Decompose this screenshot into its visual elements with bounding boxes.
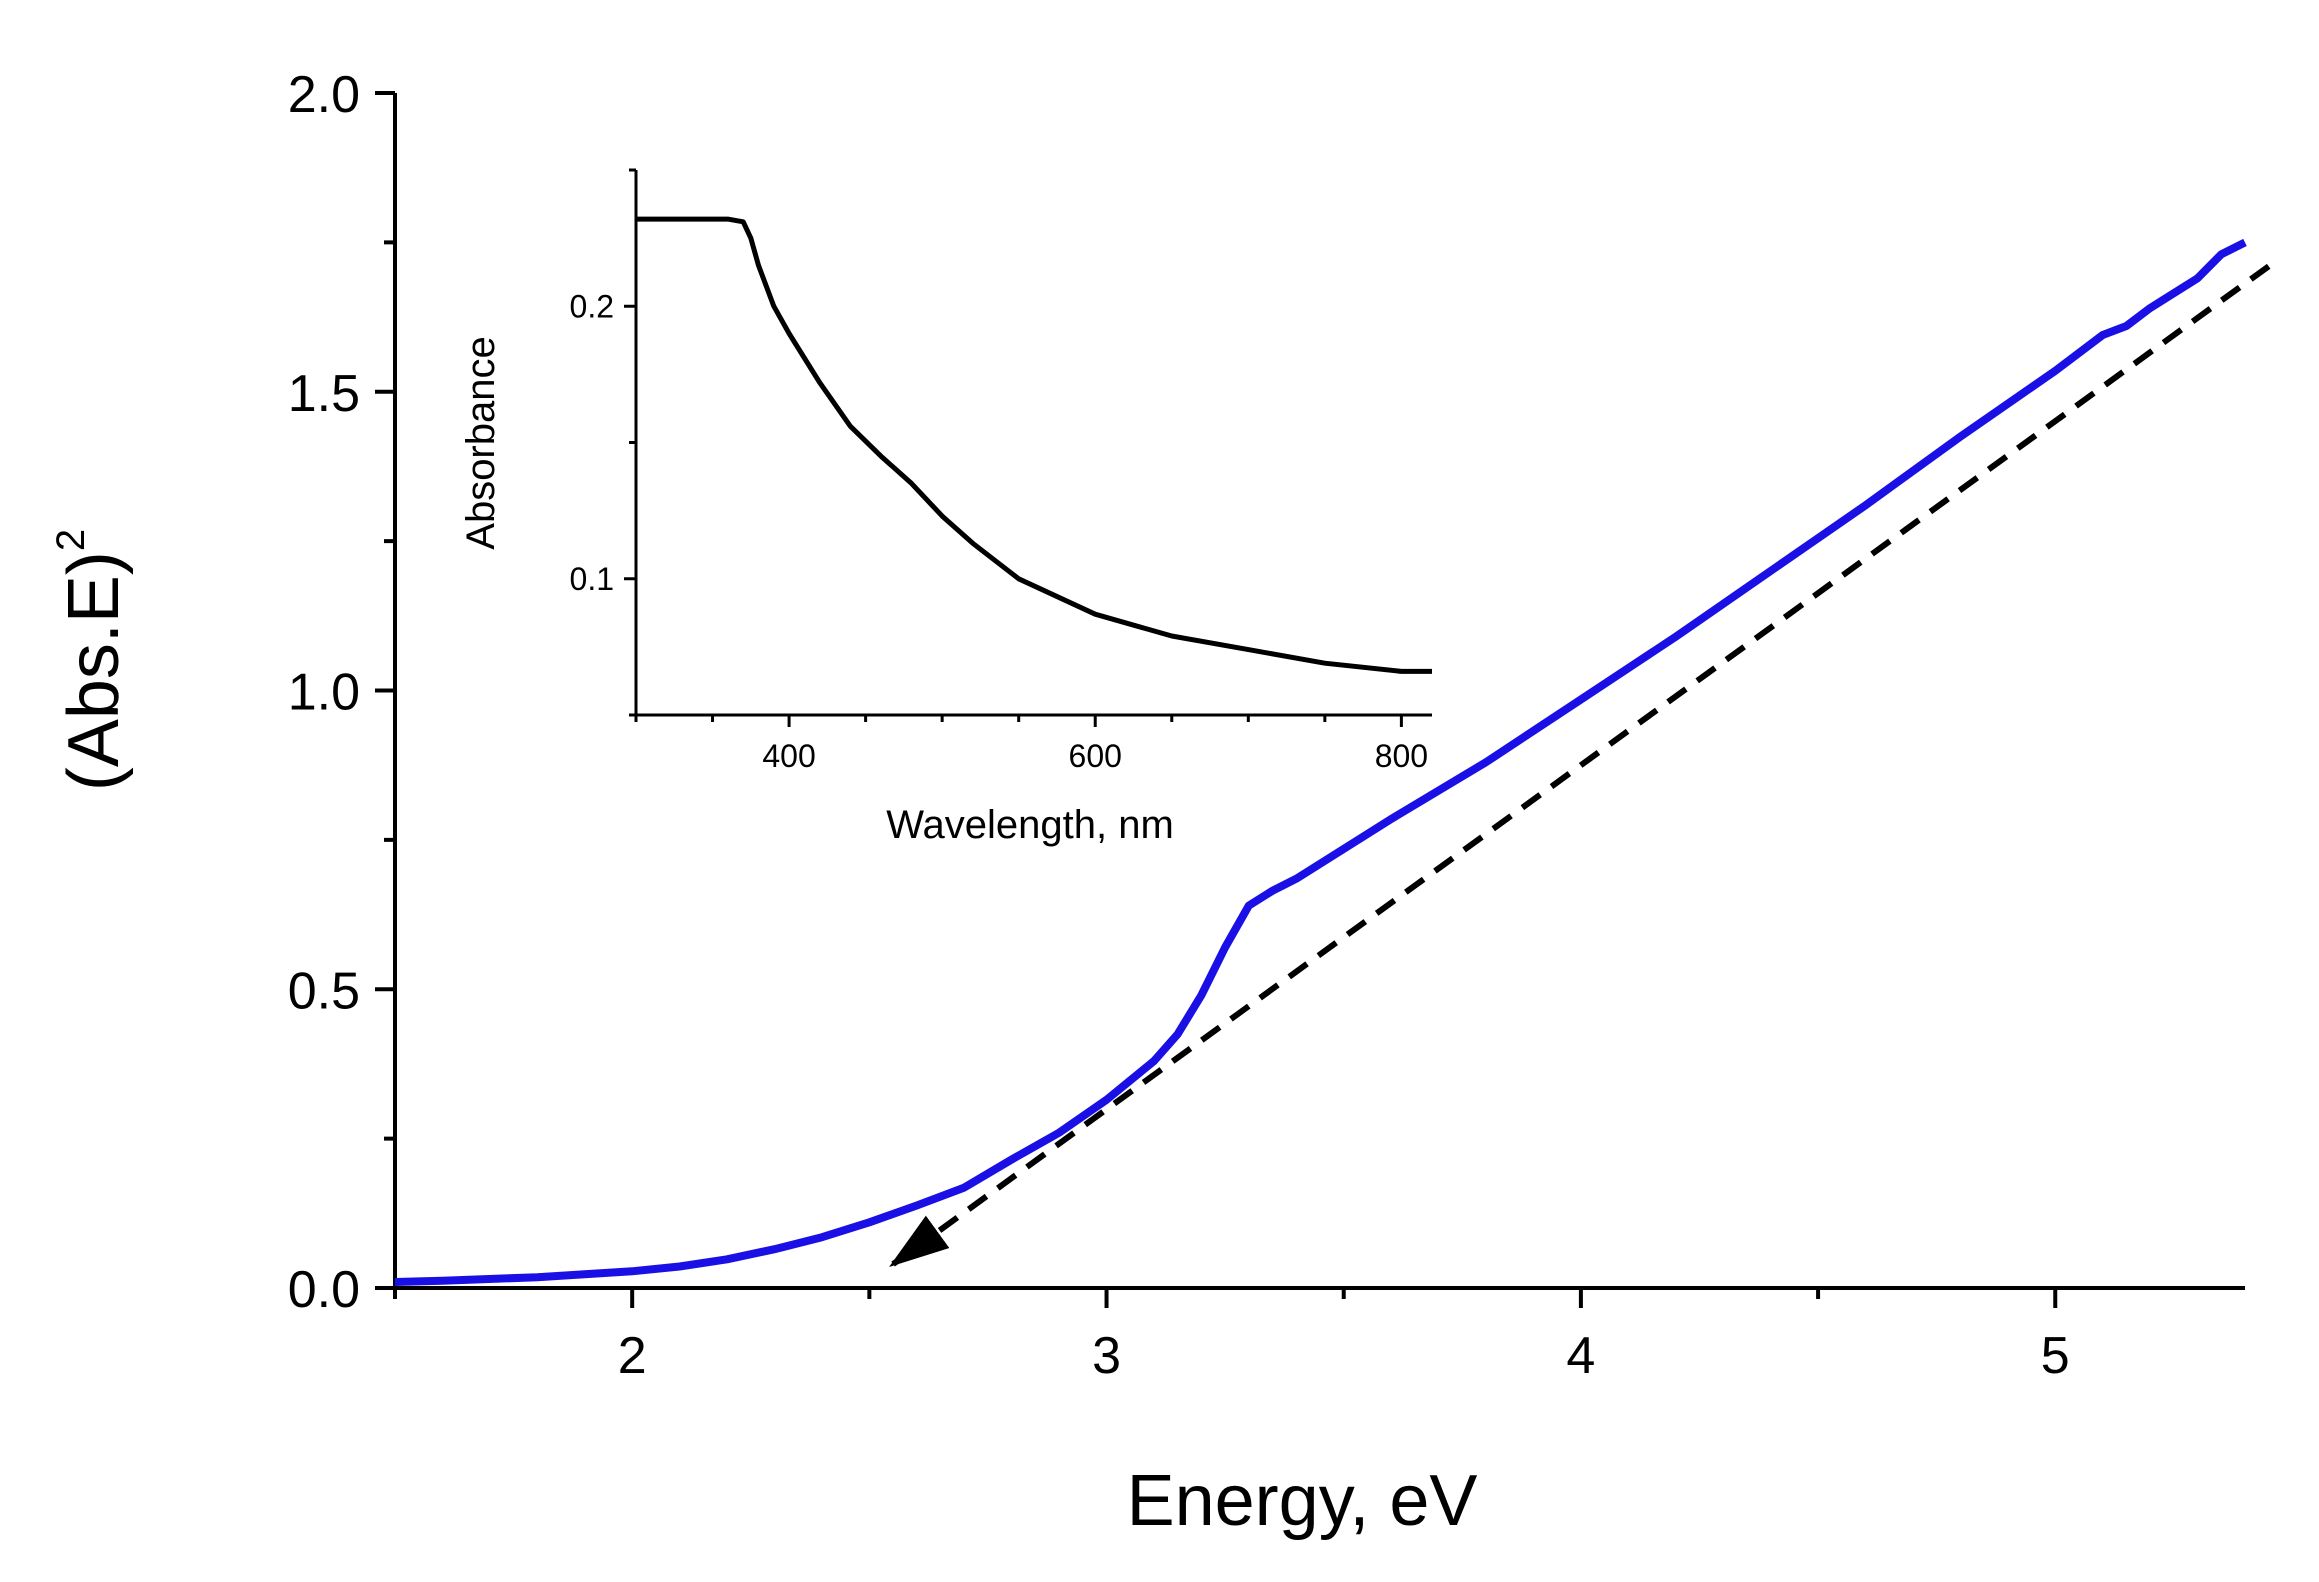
inset-y-tick-label: 0.2 [570, 288, 614, 324]
inset-x-tick-label: 400 [762, 738, 815, 774]
main-x-tick-label: 4 [1566, 1327, 1595, 1385]
main-x-tick-label: 2 [618, 1327, 647, 1385]
inset-ticks [624, 168, 1403, 727]
main-y-tick-label: 1.5 [288, 365, 360, 423]
main-fit-line [889, 263, 2271, 1268]
inset-series-line [636, 216, 1432, 674]
main-ticks [375, 91, 2058, 1308]
svg-text:(Abs.E)2: (Abs.E)2 [49, 529, 134, 791]
inset-y-tick-label: 0.1 [570, 561, 614, 597]
inset-x-tick-label: 600 [1069, 738, 1122, 774]
main-y-axis-title-base: (Abs.E) [54, 551, 134, 791]
main-x-tick-label: 5 [2041, 1327, 2070, 1385]
main-y-axis-title-sup: 2 [49, 529, 93, 551]
main-x-tick-label: 3 [1092, 1327, 1121, 1385]
inset-plot: 400 600 800 0.1 0.2 Wavelength, nm Absorbanc… [459, 168, 1432, 847]
inset-y-axis-title: Absorbance [459, 336, 503, 549]
inset-x-axis-title: Wavelength, nm [886, 803, 1174, 847]
main-y-tick-label: 0.0 [288, 1261, 360, 1319]
main-tick-labels: 2 3 4 5 0.0 0.5 1.0 1.5 2.0 [288, 66, 2070, 1385]
inset-tick-labels: 400 600 800 0.1 0.2 [570, 288, 1429, 774]
inset-x-tick-label: 800 [1375, 738, 1428, 774]
main-y-axis-title: (Abs.E)2 [49, 529, 134, 791]
main-series-line [394, 238, 2247, 1286]
main-y-tick-label: 2.0 [288, 66, 360, 124]
main-y-tick-label: 1.0 [288, 664, 360, 722]
main-x-axis-title: Energy, eV [1127, 1461, 1478, 1541]
main-plot: 2 3 4 50.00.51.01.52.0 Energy, eV (Abs.E)2 [49, 66, 2271, 1541]
main-y-tick-label: 0.5 [288, 962, 360, 1020]
